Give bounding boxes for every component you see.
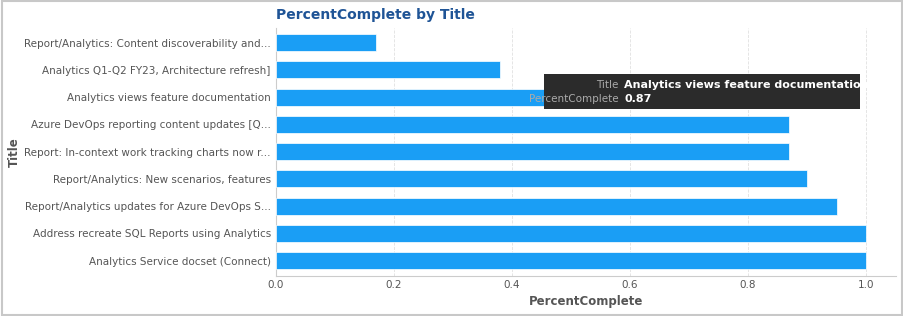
Bar [275, 252, 865, 269]
Bar [275, 89, 788, 106]
Bar [275, 143, 788, 160]
Text: 0.87: 0.87 [623, 94, 651, 105]
X-axis label: PercentComplete: PercentComplete [528, 295, 642, 308]
FancyBboxPatch shape [544, 74, 860, 109]
Bar [275, 116, 788, 133]
Bar [275, 61, 499, 78]
Y-axis label: Title: Title [8, 137, 22, 167]
Text: PercentComplete: PercentComplete [528, 94, 618, 105]
Text: PercentComplete by Title: PercentComplete by Title [275, 8, 474, 22]
Text: Title: Title [595, 80, 618, 90]
Bar [275, 170, 806, 187]
Bar [275, 225, 865, 242]
Bar [275, 34, 376, 51]
Bar [275, 198, 835, 215]
Text: Analytics views feature documentation: Analytics views feature documentation [623, 80, 868, 90]
